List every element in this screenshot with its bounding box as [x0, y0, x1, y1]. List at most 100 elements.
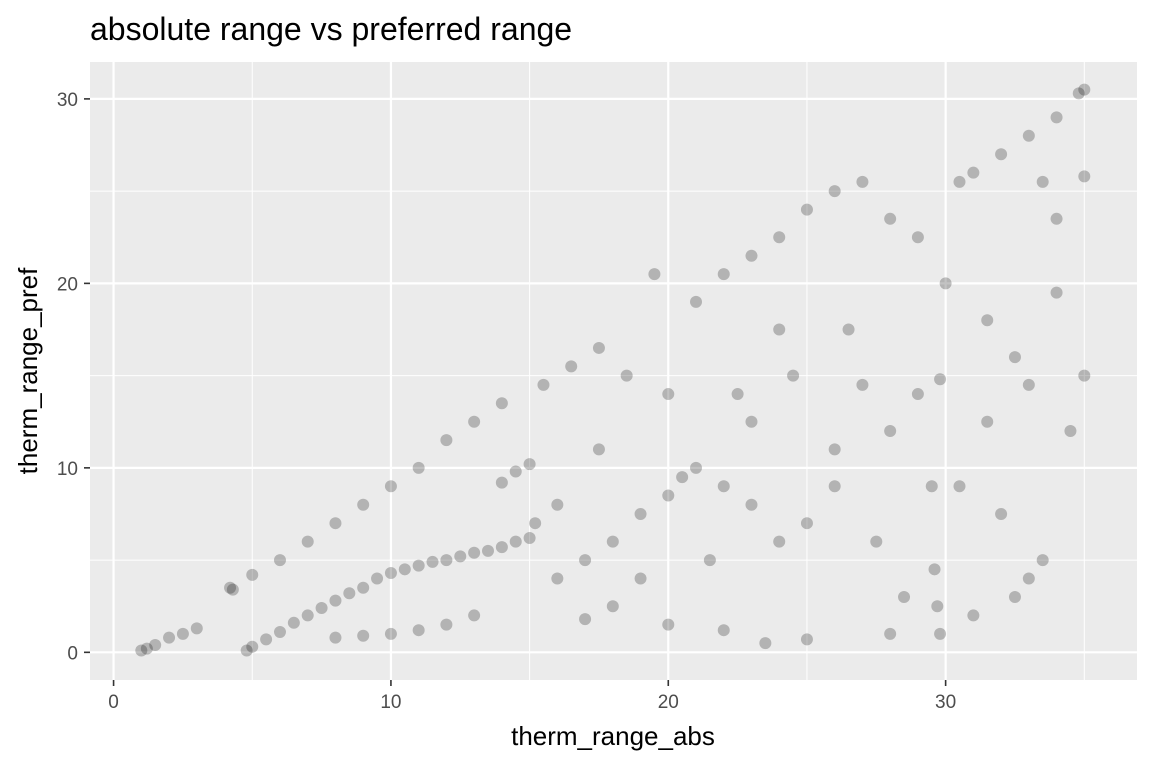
data-point: [273, 554, 286, 567]
data-point: [1078, 83, 1091, 96]
major-gridlines: [90, 62, 1137, 680]
data-point: [939, 277, 952, 290]
data-point: [662, 388, 675, 401]
data-point: [606, 600, 619, 613]
data-point: [565, 360, 578, 373]
data-point: [412, 624, 425, 637]
data-point: [717, 480, 730, 493]
data-point: [357, 498, 370, 511]
data-point: [384, 480, 397, 493]
y-axis-title: therm_range_pref: [13, 267, 43, 474]
data-point: [690, 461, 703, 474]
data-point: [440, 434, 453, 447]
data-points: [135, 83, 1091, 657]
y-tick-label: 0: [67, 643, 78, 664]
data-point: [509, 465, 522, 478]
data-point: [884, 212, 897, 225]
y-tick-label: 10: [57, 459, 78, 480]
data-point: [1078, 369, 1091, 382]
data-point: [1022, 378, 1035, 391]
data-point: [800, 633, 813, 646]
data-point: [329, 517, 342, 530]
data-point: [662, 618, 675, 631]
data-point: [690, 295, 703, 308]
data-point: [357, 629, 370, 642]
plot-panel: [90, 62, 1137, 680]
data-point: [1050, 111, 1063, 124]
data-point: [1078, 170, 1091, 183]
data-point: [731, 388, 744, 401]
data-point: [357, 581, 370, 594]
data-point: [1008, 351, 1021, 364]
data-point: [246, 568, 259, 581]
data-point: [800, 203, 813, 216]
x-tick-label: 20: [658, 692, 679, 713]
data-point: [140, 642, 153, 655]
data-point: [620, 369, 633, 382]
data-point: [995, 507, 1008, 520]
data-point: [468, 546, 481, 559]
data-point: [329, 631, 342, 644]
data-point: [828, 185, 841, 198]
data-point: [468, 415, 481, 428]
data-point: [1022, 129, 1035, 142]
data-point: [925, 480, 938, 493]
data-point: [981, 314, 994, 327]
data-point: [911, 388, 924, 401]
data-point: [523, 458, 536, 471]
data-point: [1008, 590, 1021, 603]
data-point: [870, 535, 883, 548]
data-point: [329, 594, 342, 607]
data-point: [398, 563, 411, 576]
data-point: [592, 341, 605, 354]
data-point: [648, 268, 661, 281]
x-tick-label: 30: [935, 692, 956, 713]
minor-gridlines: [90, 62, 1137, 680]
data-point: [579, 554, 592, 567]
data-point: [287, 616, 300, 629]
data-point: [384, 567, 397, 580]
data-point: [1050, 286, 1063, 299]
data-point: [495, 476, 508, 489]
data-point: [773, 231, 786, 244]
data-point: [928, 563, 941, 576]
data-point: [773, 535, 786, 548]
data-point: [343, 587, 356, 600]
data-point: [634, 507, 647, 520]
data-point: [703, 554, 716, 567]
data-point: [898, 590, 911, 603]
y-axis-ticks: 0 10 20 30: [57, 90, 90, 664]
data-point: [412, 461, 425, 474]
data-point: [606, 535, 619, 548]
data-point: [495, 541, 508, 554]
data-point: [190, 622, 203, 635]
data-point: [426, 555, 439, 568]
data-point: [440, 554, 453, 567]
data-point: [884, 627, 897, 640]
data-point: [135, 644, 148, 657]
data-point: [481, 544, 494, 557]
data-point: [717, 268, 730, 281]
data-point: [745, 415, 758, 428]
x-tick-label: 0: [108, 692, 119, 713]
data-point: [1036, 175, 1049, 188]
y-tick-label: 20: [57, 274, 78, 295]
data-point: [273, 626, 286, 639]
data-point: [676, 471, 689, 484]
data-point: [634, 572, 647, 585]
data-point: [828, 480, 841, 493]
data-point: [240, 644, 253, 657]
data-point: [981, 415, 994, 428]
data-point: [1050, 212, 1063, 225]
data-point: [953, 175, 966, 188]
x-tick-label: 10: [380, 692, 401, 713]
data-point: [931, 600, 944, 613]
x-axis-ticks: 0 10 20 30: [108, 680, 956, 713]
x-axis-title: therm_range_abs: [511, 721, 715, 751]
chart-title: absolute range vs preferred range: [90, 11, 572, 47]
data-point: [995, 148, 1008, 161]
data-point: [224, 581, 237, 594]
data-point: [967, 609, 980, 622]
data-point: [745, 498, 758, 511]
